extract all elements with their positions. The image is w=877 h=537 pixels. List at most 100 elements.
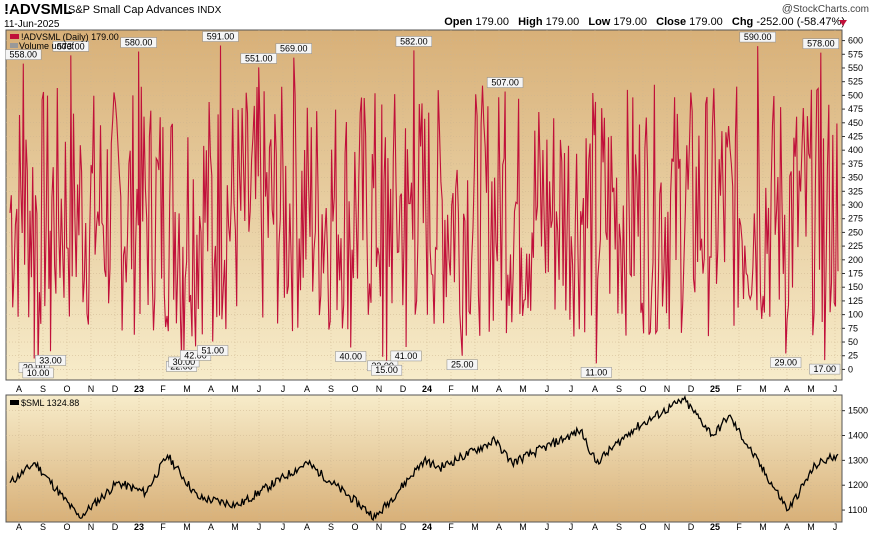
x-tick-label-bottom: A (208, 522, 214, 532)
high-label: High (518, 16, 543, 28)
trough-label-box (371, 364, 403, 376)
x-tick-label-bottom: S (40, 522, 46, 532)
x-tick-label-bottom: F (736, 522, 742, 532)
x-tick-label-top: M (807, 384, 815, 394)
x-tick-label-top: N (88, 384, 95, 394)
adv-y-tick-label: 25 (848, 351, 858, 361)
peak-label-box (202, 31, 239, 42)
ohlc-readout: Open 179.00 High 179.00 Low 179.00 Close… (438, 16, 845, 28)
peak-label: 590.00 (744, 32, 772, 42)
adv-y-tick-label: 225 (848, 241, 863, 251)
peak-label: 591.00 (207, 32, 235, 42)
trough-label: 15.00 (375, 365, 398, 375)
x-tick-label-bottom: M (759, 522, 767, 532)
x-tick-label-bottom: N (664, 522, 671, 532)
x-tick-label-bottom: J (257, 522, 262, 532)
trough-label: 25.00 (451, 360, 474, 370)
chg-label: Chg (731, 16, 754, 28)
trough-label-box (35, 355, 67, 366)
brand-text: StockCharts.com (792, 4, 869, 15)
peak-label: 578.00 (807, 39, 835, 49)
adv-y-tick-label: 100 (848, 310, 863, 320)
x-tick-label-top: F (448, 384, 454, 394)
x-tick-label-top: A (304, 384, 310, 394)
sml-panel-bg (5, 394, 843, 523)
trough-label: 29.00 (774, 358, 797, 368)
adv-y-tick-label: 450 (848, 118, 863, 128)
x-tick-label-bottom: 23 (134, 522, 144, 532)
chg-value: -252.00 (-58.47%) (756, 16, 845, 28)
x-tick-label-top: J (545, 384, 550, 394)
adv-y-tick-label: 175 (848, 269, 863, 279)
trough-label-box (335, 351, 367, 362)
trough-label: 42.00 (184, 350, 207, 360)
x-tick-label-top: A (784, 384, 790, 394)
x-tick-label-bottom: A (784, 522, 790, 532)
index-name-text: S&P Small Cap Advances (68, 4, 195, 16)
x-tick-label-top: J (281, 384, 286, 394)
trough-label-box (390, 350, 422, 362)
exchange: INDX (197, 5, 222, 16)
x-tick-label-bottom: O (63, 522, 70, 532)
adv-y-tick-label: 425 (848, 131, 863, 141)
index-name: S&P Small Cap Advances INDX (68, 4, 221, 16)
x-tick-label-bottom: J (545, 522, 550, 532)
peak-label: 580.00 (125, 38, 153, 48)
peak-label-box (275, 43, 312, 54)
peak-label-box (52, 41, 89, 52)
sml-legend-swatch (10, 400, 19, 405)
trough-label: 41.00 (395, 351, 418, 361)
peak-label: 507.00 (491, 78, 519, 88)
x-tick-label-top: M (471, 384, 479, 394)
x-tick-label-bottom: D (688, 522, 695, 532)
trough-label: 30.00 (173, 357, 196, 367)
x-tick-label-top: 23 (134, 384, 144, 394)
low-value: 179.00 (613, 16, 648, 28)
x-tick-label-top: S (328, 384, 334, 394)
x-tick-label-top: J (569, 384, 574, 394)
adv-y-tick-label: 200 (848, 255, 863, 265)
x-tick-label-bottom: J (569, 522, 574, 532)
x-tick-label-top: M (519, 384, 527, 394)
x-tick-label-top: S (40, 384, 46, 394)
high-value: 179.00 (545, 16, 580, 28)
close-label: Close (656, 16, 687, 28)
x-tick-label-top: N (664, 384, 671, 394)
adv-y-tick-label: 150 (848, 282, 863, 292)
x-tick-label-top: F (160, 384, 166, 394)
trough-label: 11.00 (585, 367, 607, 377)
x-tick-label-top: N (376, 384, 383, 394)
x-tick-label-top: D (400, 384, 407, 394)
sml-y-tick-label: 1100 (848, 505, 867, 515)
sml-line (9, 395, 839, 522)
x-tick-label-top: O (63, 384, 70, 394)
x-tick-label-bottom: D (112, 522, 119, 532)
adv-y-tick-label: 550 (848, 63, 863, 73)
peak-label-box (240, 53, 277, 64)
sml-y-tick-label: 1500 (848, 406, 868, 416)
trough-label-box (22, 367, 54, 379)
adv-y-tick-label: 400 (848, 145, 863, 155)
x-tick-label-top: M (759, 384, 767, 394)
open-value: 179.00 (475, 16, 510, 28)
x-tick-label-bottom: M (183, 522, 191, 532)
adv-y-tick-label: 75 (848, 323, 858, 333)
symbol: !ADVSML (4, 1, 73, 18)
peak-label-box (5, 49, 42, 60)
x-tick-label-top: D (688, 384, 695, 394)
x-tick-label-bottom: S (616, 522, 622, 532)
adv-y-tick-label: 375 (848, 159, 863, 169)
peak-label-box (395, 36, 433, 47)
x-tick-label-bottom: N (88, 522, 95, 532)
trough-label-box (446, 359, 478, 370)
x-tick-label-bottom: A (304, 522, 310, 532)
x-tick-label-top: A (592, 384, 598, 394)
adv-y-tick-label: 300 (848, 200, 863, 210)
adv-y-tick-label: 525 (848, 77, 863, 87)
adv-y-tick-label: 125 (848, 296, 863, 306)
peak-label: 582.00 (400, 36, 428, 46)
trough-label-box (580, 367, 612, 378)
x-tick-label-bottom: M (471, 522, 479, 532)
x-tick-label-top: 24 (422, 384, 432, 394)
